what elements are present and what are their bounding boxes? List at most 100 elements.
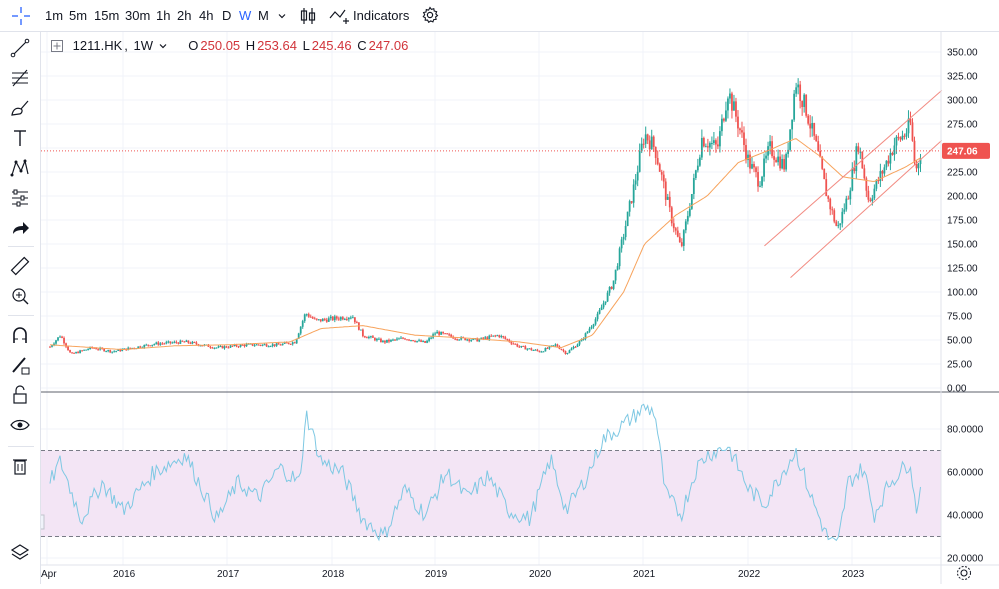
chevron-down-icon[interactable] <box>277 11 287 21</box>
timeframe-2h[interactable]: 2h <box>177 8 192 23</box>
candle-body <box>173 341 176 343</box>
price-tick-label: 200.00 <box>947 192 978 203</box>
fib-retracement-icon[interactable] <box>9 67 31 89</box>
ruler-icon[interactable] <box>9 255 31 277</box>
prediction-tool-icon[interactable] <box>9 187 31 209</box>
indicators-button[interactable]: Indicators <box>353 8 410 23</box>
candle-body <box>456 338 459 340</box>
candle-body <box>303 314 306 322</box>
candle-body <box>682 230 685 246</box>
candle-body <box>313 318 316 320</box>
timeframe-5m[interactable]: 5m <box>69 8 88 23</box>
arrow-icon[interactable] <box>9 217 31 239</box>
candle-body <box>692 177 695 195</box>
candle-body <box>213 347 216 349</box>
timeframe-4h[interactable]: 4h <box>199 8 214 23</box>
indicators-icon[interactable] <box>329 7 351 25</box>
timeframe-30m[interactable]: 30m <box>125 8 151 23</box>
timeframe-m[interactable]: M <box>258 8 269 23</box>
candle-body <box>648 140 651 150</box>
crosshair-icon[interactable] <box>11 6 31 26</box>
candle-body <box>757 172 759 187</box>
candle-body <box>227 347 230 349</box>
candle-body <box>171 342 174 344</box>
symbol-plus-icon[interactable] <box>51 40 63 52</box>
candle-body <box>670 207 673 224</box>
candle-body <box>217 346 220 348</box>
candle-body <box>464 337 467 341</box>
candle-body <box>600 307 603 311</box>
candle-body <box>676 230 679 237</box>
settings-gear-icon[interactable] <box>421 6 439 24</box>
brush-icon[interactable] <box>9 97 31 119</box>
pane-collapse-handle[interactable] <box>37 514 45 530</box>
candle-body <box>476 338 479 342</box>
candle-body <box>823 168 826 180</box>
channel-line[interactable] <box>764 90 943 247</box>
candle-body <box>422 341 424 343</box>
channel-line[interactable] <box>790 139 943 278</box>
candle-body <box>644 134 647 144</box>
trash-icon[interactable] <box>9 455 31 477</box>
candle-body <box>907 118 910 134</box>
candle-body <box>686 215 689 222</box>
symbol-name[interactable]: 1211.HK <box>72 38 123 53</box>
trend-line-icon[interactable] <box>9 37 31 59</box>
text-tool-icon[interactable] <box>9 127 31 149</box>
sidebar-divider <box>8 446 34 447</box>
interval-label[interactable]: 1W <box>133 38 154 53</box>
candle-body <box>229 345 232 348</box>
candle-body <box>694 170 697 178</box>
trend-channel[interactable] <box>764 90 943 278</box>
candle-body <box>560 348 563 350</box>
interval-chevron-down-icon[interactable] <box>159 42 167 50</box>
candle-body <box>85 349 87 351</box>
rsi-tick-label: 40.0000 <box>947 511 984 522</box>
candle-body <box>827 196 830 199</box>
sidebar-divider <box>8 315 34 316</box>
price-tick-label: 350.00 <box>947 48 978 59</box>
axis-settings-gear-icon[interactable] <box>957 566 971 580</box>
lock-icon[interactable] <box>9 384 31 406</box>
timeframe-1h[interactable]: 1h <box>156 8 171 23</box>
candle-body <box>309 316 312 318</box>
candle-style-icon[interactable] <box>299 6 317 26</box>
candle-body <box>568 350 571 354</box>
price-axis[interactable]: 350.00325.00300.00275.00250.00225.00200.… <box>947 48 978 395</box>
candle-body <box>570 348 573 351</box>
candle-body <box>434 333 436 335</box>
rsi-axis[interactable]: 80.0000 60.0000 40.0000 20.0000 <box>947 425 984 565</box>
chart-area[interactable]: 350.00325.00300.00275.00250.00225.00200.… <box>37 32 999 584</box>
layers-icon[interactable] <box>9 541 31 563</box>
candle-body <box>498 335 501 337</box>
candle-body <box>729 93 731 99</box>
candle-body <box>662 174 665 182</box>
timeframe-d[interactable]: D <box>222 8 232 23</box>
candle-body <box>807 115 810 124</box>
eye-icon[interactable] <box>9 414 31 436</box>
candle-body <box>614 269 617 281</box>
candle-body <box>712 140 715 144</box>
candle-body <box>251 343 254 346</box>
candle-body <box>59 336 61 338</box>
zoom-in-icon[interactable] <box>9 285 31 307</box>
candle-body <box>159 343 162 345</box>
timeframe-w[interactable]: W <box>239 8 252 23</box>
candle-body <box>572 346 575 349</box>
candle-body <box>219 346 222 348</box>
candle-body <box>117 349 120 351</box>
time-axis[interactable]: Apr 2016 2017 2018 2019 2020 2021 2022 2023 <box>41 569 865 580</box>
chart-canvas[interactable]: 350.00325.00300.00275.00250.00225.00200.… <box>37 32 999 584</box>
pattern-tool-icon[interactable] <box>9 157 31 179</box>
candle-body <box>319 319 322 322</box>
pencil-lock-icon[interactable] <box>9 354 31 376</box>
candle-body <box>111 351 114 353</box>
candle-body <box>382 340 384 343</box>
timeframe-1m[interactable]: 1m <box>45 8 64 23</box>
candle-body <box>137 346 140 349</box>
timeframe-15m[interactable]: 15m <box>94 8 120 23</box>
magnet-icon[interactable] <box>9 324 31 346</box>
candle-body <box>871 198 874 202</box>
candle-body <box>211 347 214 349</box>
candle-body <box>546 348 549 350</box>
